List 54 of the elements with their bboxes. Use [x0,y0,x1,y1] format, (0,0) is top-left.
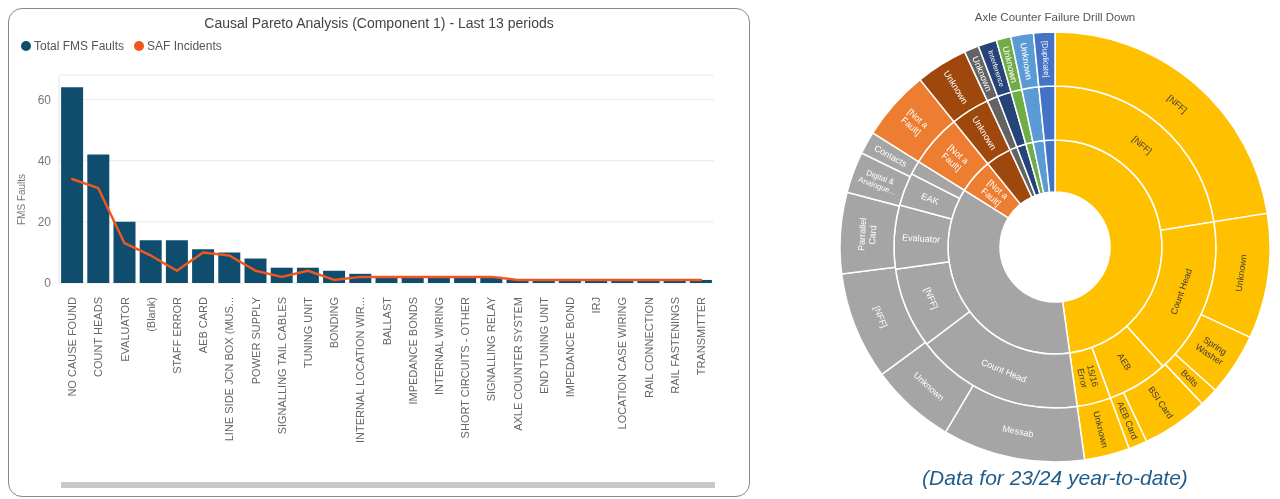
x-tick-label: INTERNAL LOCATION WIR... [354,297,367,444]
x-tick-label: NO CAUSE FOUND [66,296,79,397]
x-tick-label: SIGNALLING TAIL CABLES [275,297,288,435]
x-tick-label: BALLAST [380,296,393,346]
bar [192,249,215,283]
bar [165,240,188,283]
slice-label: Count Head [1168,267,1195,316]
legend-label: Total FMS Faults [34,39,125,53]
slice-label: Messab [1001,423,1035,440]
x-tick-label: AXLE COUNTER SYSTEM [511,297,524,431]
x-tick-label: RAIL CONNECTION [642,296,655,399]
chart-title: Axle Counter Failure Drill Down [973,11,1137,23]
bar [87,154,110,283]
bar [139,240,162,283]
x-tick-label: COUNT HEADS [92,297,105,377]
bar [61,87,84,283]
slice-label: Unknown [1233,253,1249,293]
x-tick-label: TRANSMITTER [694,296,707,376]
y-tick-label: 0 [44,276,52,291]
slice-label: EAK [919,190,941,207]
x-tick-label: EVALUATOR [118,296,131,362]
x-tick-label: POWER SUPPLY [249,296,262,385]
line-series [70,177,703,282]
bar [218,252,241,283]
x-tick-label: SHORT CIRCUITS - OTHER [459,296,472,439]
slice-label: AEB Card [1115,400,1140,441]
x-tick-label: AEB CARD [197,296,210,354]
x-tick-label: IRJ [590,297,603,314]
x-tick-label: (Blank) [144,297,157,332]
y-tick-label: 60 [37,92,52,107]
slice-label: 15/16 Error [1075,363,1101,390]
legend-label: SAF Incidents [147,39,222,53]
chart-title: Causal Pareto Analysis (Component 1) - Last 13 periods [203,15,555,33]
slice-label: Unknown [1018,41,1034,81]
x-tick-label: INTERNAL WIRING [432,297,445,395]
x-tick-label: IMPEDANCE BOND [563,296,576,398]
slice-label: Parrallel Card [856,217,879,252]
text: (Data for 23/24 year-to-date) [921,466,1189,490]
y-tick-label: 20 [37,215,52,230]
bar [113,221,136,283]
x-tick-label: IMPEDANCE BONDS [406,297,419,405]
slice-label: Evaluator [901,232,941,245]
x-tick-label: END TUNING UNIT [537,296,550,394]
x-tick-label: TUNING UNIT [301,296,314,368]
slice-label: Count Head [979,356,1028,385]
x-tick-label: RAIL FASTENINGS [668,297,681,394]
x-tick-label: STAFF ERROR [170,296,183,374]
x-tick-label: LINE SIDE JCN BOX (MUS... [223,297,236,442]
slice-label: Unknown [1091,409,1111,449]
x-tick-label: BONDING [328,297,341,349]
y-tick-label: 40 [37,153,52,168]
x-tick-label: LOCATION CASE WIRING [616,297,629,430]
y-axis-title: FMS Faults [16,173,28,225]
x-tick-label: SIGNALLING RELAY [485,296,498,402]
